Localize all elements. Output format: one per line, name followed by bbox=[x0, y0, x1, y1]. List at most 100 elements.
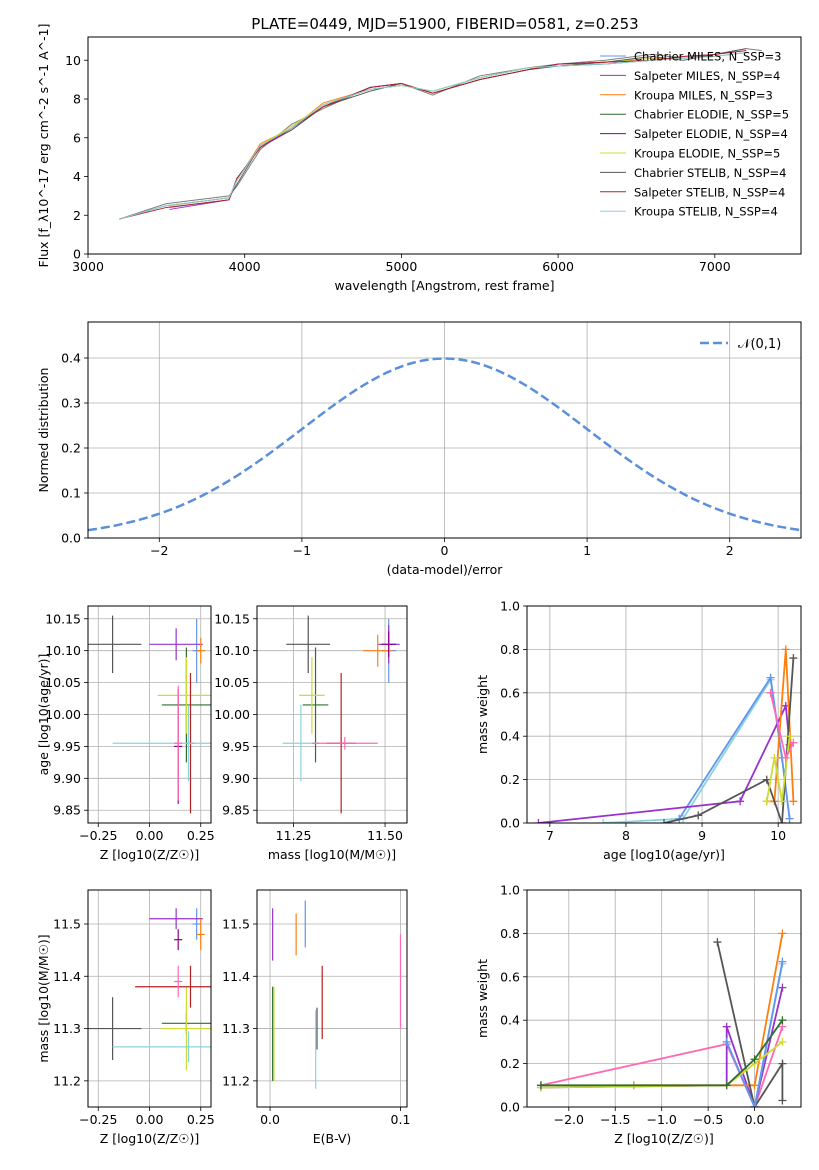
y-tick-label: 0.6 bbox=[500, 685, 520, 700]
plus-marker bbox=[778, 1096, 787, 1105]
y-tick-label: 0.3 bbox=[61, 396, 81, 411]
model-spectrum-line bbox=[119, 52, 747, 220]
x-tick-label: 0.25 bbox=[187, 1112, 215, 1127]
plot-area bbox=[282, 615, 400, 814]
legend-label: Salpeter STELIB, N_SSP=4 bbox=[634, 185, 785, 199]
legend-label: Chabrier MILES, N_SSP=3 bbox=[634, 50, 781, 64]
y-tick-label: 11.3 bbox=[53, 1021, 81, 1036]
plus-marker bbox=[713, 938, 722, 947]
weight-line bbox=[603, 677, 791, 823]
x-tick-label: −1 bbox=[293, 543, 311, 558]
axes-frame bbox=[87, 321, 802, 539]
plot-area bbox=[88, 908, 211, 1071]
x-axis-label: E(B-V) bbox=[313, 1131, 352, 1146]
plus-marker bbox=[778, 957, 787, 966]
x-tick-label: 4000 bbox=[229, 259, 261, 274]
plus-marker bbox=[777, 819, 786, 823]
y-tick-label: 9.85 bbox=[222, 803, 250, 818]
y-tick-label: 11.2 bbox=[222, 1073, 250, 1088]
axes-frame bbox=[87, 605, 212, 824]
y-axis-label: mass weight bbox=[475, 675, 490, 754]
weight-line bbox=[716, 941, 784, 1107]
plus-marker bbox=[722, 1081, 731, 1090]
x-tick-label: 8 bbox=[622, 828, 630, 843]
axes-frame bbox=[526, 889, 802, 1108]
plus-marker bbox=[789, 797, 798, 806]
plus-marker bbox=[785, 814, 794, 823]
legend-label: Kroupa STELIB, N_SSP=4 bbox=[634, 205, 778, 219]
y-tick-label: 6 bbox=[73, 130, 81, 145]
y-tick-label: 11.2 bbox=[53, 1073, 81, 1088]
x-tick-label: −2.0 bbox=[554, 1112, 584, 1127]
x-tick-label: 9 bbox=[698, 828, 706, 843]
y-tick-label: 10.05 bbox=[214, 675, 250, 690]
chart-mass-weight-vs-Z: −2.0 −1.5 −1.0 −0.5 0.0 0.0 0.2 0.4 0.6 0.8 1.0 Z [… bbox=[475, 883, 802, 1146]
y-tick-label: 11.4 bbox=[222, 969, 250, 984]
y-tick-label: 0.2 bbox=[500, 772, 520, 787]
legend-label: Salpeter MILES, N_SSP=4 bbox=[634, 69, 780, 83]
y-tick-label: 9.90 bbox=[222, 771, 250, 786]
x-tick-label: 3000 bbox=[72, 259, 104, 274]
y-axis-label: Normed distribution bbox=[36, 368, 51, 493]
y-tick-label: 11.5 bbox=[222, 916, 250, 931]
plus-marker bbox=[722, 1022, 731, 1031]
plus-marker bbox=[778, 983, 787, 992]
legend-label: Salpeter ELODIE, N_SSP=4 bbox=[634, 127, 788, 141]
weight-line bbox=[725, 961, 784, 1107]
legend-label: Kroupa ELODIE, N_SSP=5 bbox=[634, 147, 780, 161]
plus-marker bbox=[778, 1016, 787, 1025]
y-tick-label: 0.8 bbox=[500, 642, 520, 657]
chart-mass-vs-ebv: 0.0 0.1 11.2 11.3 11.4 11.5 E(B-V) bbox=[222, 889, 411, 1146]
x-axis-label: Z [log10(Z/Z☉)] bbox=[100, 1131, 200, 1146]
x-tick-label: 0.00 bbox=[136, 828, 164, 843]
y-axis-label: mass weight bbox=[475, 959, 490, 1038]
x-tick-label: 2 bbox=[726, 543, 734, 558]
plus-marker bbox=[777, 797, 786, 806]
plus-marker bbox=[766, 688, 775, 697]
y-tick-label: 0.2 bbox=[500, 1056, 520, 1071]
x-tick-label: 0.0 bbox=[745, 1112, 765, 1127]
axes-frame bbox=[256, 889, 408, 1108]
axes-frame bbox=[87, 889, 212, 1108]
x-tick-label: 11.25 bbox=[276, 828, 312, 843]
x-axis-label: (data-model)/error bbox=[387, 562, 504, 577]
chart-age-vs-mass: 11.25 11.50 9.85 9.90 9.95 10.00 10.05 10.10 10.… bbox=[214, 605, 408, 862]
chart-spectrum: 3000 4000 5000 6000 7000 0 2 4 6 8 10 wavelength [A… bbox=[36, 24, 802, 293]
y-tick-label: 4 bbox=[73, 169, 81, 184]
x-tick-label: 0.00 bbox=[136, 1112, 164, 1127]
x-axis-label: Z [log10(Z/Z☉)] bbox=[100, 847, 200, 862]
plus-marker bbox=[660, 819, 668, 823]
x-tick-label: 0.1 bbox=[391, 1112, 411, 1127]
axes-frame bbox=[87, 36, 802, 255]
y-tick-label: 10.00 bbox=[45, 707, 81, 722]
y-tick-label: 0.4 bbox=[500, 729, 520, 744]
x-tick-label: 0.0 bbox=[260, 1112, 280, 1127]
y-axis-label: Flux [f_λ10^-17 erg cm^-2 s^-1 A^-1] bbox=[36, 24, 51, 268]
plus-marker bbox=[781, 753, 790, 762]
figure-title: PLATE=0449, MJD=51900, FIBERID=0581, z=0… bbox=[251, 15, 638, 33]
chart-residuals: −2 −1 0 1 2 0.0 0.1 0.2 0.3 0.4 (data-model)/error… bbox=[36, 321, 802, 577]
weight-line bbox=[765, 736, 791, 802]
y-tick-label: 0.8 bbox=[500, 926, 520, 941]
chart-mass-weight-vs-age: 7 8 9 10 0.0 0.2 0.4 0.6 0.8 1.0 age [log10(age/yr… bbox=[475, 599, 802, 862]
y-axis-label: age [log10(age/yr)] bbox=[36, 654, 51, 776]
plot-area bbox=[536, 929, 787, 1107]
plus-marker bbox=[750, 1055, 759, 1064]
plot-area bbox=[119, 48, 762, 220]
y-tick-label: 8 bbox=[73, 92, 81, 107]
plus-marker bbox=[785, 732, 794, 741]
y-tick-label: 10.10 bbox=[45, 643, 81, 658]
y-tick-label: 10.15 bbox=[214, 611, 250, 626]
weight-line bbox=[540, 1041, 783, 1089]
x-tick-label: 5000 bbox=[386, 259, 418, 274]
y-tick-label: 10 bbox=[65, 53, 81, 68]
y-tick-label: 0.0 bbox=[500, 1100, 520, 1115]
plus-marker bbox=[722, 1037, 731, 1046]
y-tick-label: 1.0 bbox=[500, 883, 520, 898]
x-tick-label: 7 bbox=[546, 828, 554, 843]
plus-marker bbox=[694, 811, 703, 820]
x-tick-label: −1.0 bbox=[646, 1112, 676, 1127]
plus-marker bbox=[736, 797, 745, 806]
plus-marker bbox=[781, 645, 790, 654]
